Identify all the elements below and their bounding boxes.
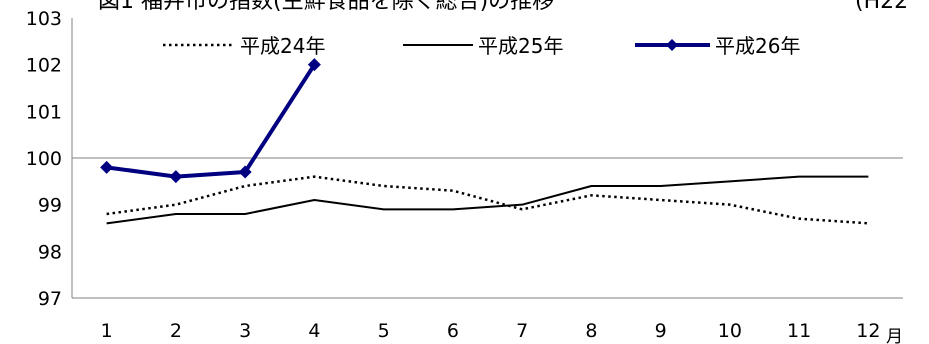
y-tick-label: 101 xyxy=(26,101,62,123)
x-tick-label: 9 xyxy=(655,320,667,342)
y-tick-label: 97 xyxy=(38,288,62,310)
data-point-series-2 xyxy=(307,58,321,72)
x-tick-label: 11 xyxy=(787,320,811,342)
x-tick-label: 8 xyxy=(585,320,597,342)
y-tick-label: 98 xyxy=(38,241,62,263)
x-tick-label: 6 xyxy=(447,320,459,342)
y-tick-labels: 97 98 99 100 101 102 103 xyxy=(26,8,62,310)
x-tick-label: 3 xyxy=(239,320,251,342)
x-tick-label: 7 xyxy=(516,320,528,342)
x-tick-label: 1 xyxy=(101,320,113,342)
x-axis-unit: 月 xyxy=(886,327,903,344)
x-tick-label: 2 xyxy=(170,320,182,342)
legend-label-series-0: 平成24年 xyxy=(240,34,325,58)
y-tick-label: 100 xyxy=(26,148,62,170)
y-tick-label: 99 xyxy=(38,195,62,217)
x-tick-label: 12 xyxy=(856,320,880,342)
x-tick-label: 10 xyxy=(718,320,742,342)
legend-label-series-1: 平成25年 xyxy=(478,34,563,58)
legend-label-series-2: 平成26年 xyxy=(715,34,800,58)
x-tick-label: 4 xyxy=(308,320,320,342)
series-line-0 xyxy=(106,175,869,225)
chart-title: 図1 福井市の指数(生鮮食品を除く総合)の推移 xyxy=(98,0,554,14)
x-tick-label: 5 xyxy=(378,320,390,342)
data-point-series-2 xyxy=(238,165,252,179)
x-tick-labels: 1 2 3 4 5 6 7 8 9 10 11 12 xyxy=(101,320,881,342)
unit-note: (H22 xyxy=(855,0,908,14)
series-line-2 xyxy=(106,63,317,179)
y-tick-label: 103 xyxy=(26,8,62,30)
legend: 平成24年 平成25年 平成26年 xyxy=(163,34,800,58)
legend-marker-series-2 xyxy=(666,39,678,51)
series-line-1 xyxy=(106,175,869,225)
data-point-series-2 xyxy=(169,170,183,184)
y-tick-label: 102 xyxy=(26,55,62,77)
series-group xyxy=(100,58,869,225)
data-point-series-2 xyxy=(100,160,114,174)
